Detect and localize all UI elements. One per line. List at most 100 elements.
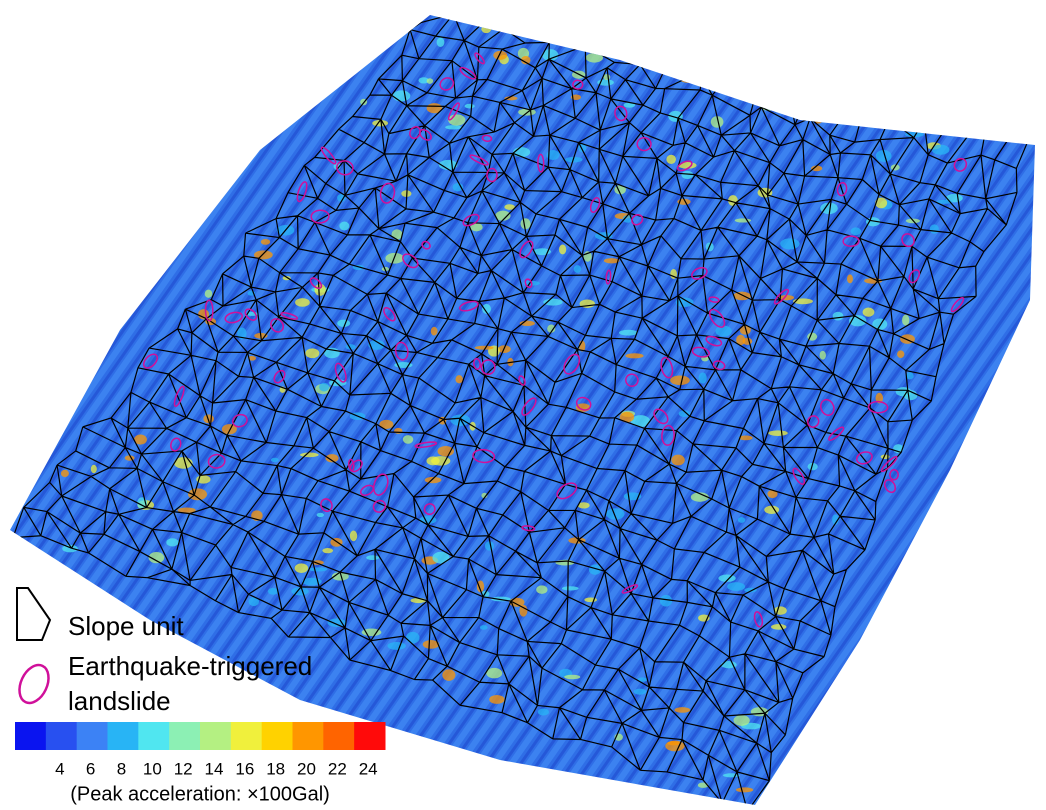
color-swatch [138, 722, 169, 750]
color-swatch [46, 722, 77, 750]
acceleration-spot [696, 75, 715, 82]
legend-label: Slope unit [68, 611, 184, 641]
acceleration-spot [538, 709, 549, 716]
acceleration-spot [634, 689, 646, 695]
color-swatch [262, 722, 293, 750]
slope-unit-icon [17, 588, 50, 640]
acceleration-spot [166, 538, 178, 546]
acceleration-spot [681, 78, 698, 83]
acceleration-spot [337, 320, 350, 327]
acceleration-spot [480, 625, 488, 630]
colorbar-label: (Peak acceleration: ×100Gal) [70, 783, 330, 805]
colorbar-tick-label: 8 [117, 759, 126, 778]
acceleration-spot [930, 224, 939, 233]
acceleration-spot [681, 171, 693, 179]
acceleration-spot [715, 326, 731, 337]
acceleration-spot [564, 675, 580, 680]
acceleration-spot [562, 586, 579, 590]
acceleration-spot [314, 284, 325, 296]
acceleration-spot [431, 327, 438, 336]
acceleration-spot [486, 668, 502, 678]
acceleration-spot [644, 60, 657, 66]
colorbar-tick-label: 10 [143, 759, 162, 778]
acceleration-spot [902, 315, 909, 326]
acceleration-spot [733, 715, 749, 726]
colorbar-tick-label: 4 [55, 759, 64, 778]
acceleration-spot [481, 25, 491, 33]
acceleration-spot [536, 585, 547, 593]
acceleration-spot [205, 290, 213, 298]
acceleration-spot [559, 244, 566, 254]
acceleration-spot [437, 38, 445, 47]
acceleration-spot [425, 477, 442, 483]
acceleration-spot [300, 453, 319, 458]
color-swatch [108, 722, 139, 750]
acceleration-spot [261, 239, 270, 245]
acceleration-spot [309, 567, 328, 571]
color-swatch [169, 722, 200, 750]
color-swatch [77, 722, 108, 750]
acceleration-spot [819, 351, 825, 360]
acceleration-spot [317, 513, 324, 517]
acceleration-spot [738, 517, 745, 523]
acceleration-spot [319, 383, 329, 392]
acceleration-spot [445, 125, 461, 129]
acceleration-spot [513, 147, 530, 157]
acceleration-spot [543, 299, 562, 306]
acceleration-spot [455, 375, 462, 383]
acceleration-spot [406, 632, 420, 644]
acceleration-spot [742, 338, 752, 345]
acceleration-spot [392, 229, 403, 239]
acceleration-spot [699, 372, 707, 383]
legend-label: landslide [68, 686, 171, 716]
acceleration-spot [438, 446, 454, 456]
acceleration-spot [851, 227, 861, 235]
acceleration-spot [676, 298, 694, 308]
acceleration-spot [847, 274, 853, 283]
landslide-icon [14, 660, 54, 707]
acceleration-spot [350, 530, 357, 541]
acceleration-spot [833, 312, 844, 321]
acceleration-spot [675, 707, 691, 713]
acceleration-spot [906, 372, 914, 379]
acceleration-spot [387, 642, 405, 650]
acceleration-spot [671, 455, 684, 466]
acceleration-spot [670, 375, 690, 385]
color-swatch [354, 722, 385, 750]
acceleration-spot [586, 53, 603, 63]
color-swatch [15, 722, 46, 750]
colorbar-tick-label: 6 [86, 759, 95, 778]
acceleration-spot [322, 548, 333, 553]
acceleration-spot [366, 555, 379, 560]
acceleration-spot [774, 606, 787, 614]
acceleration-spot [667, 741, 680, 745]
acceleration-spot [91, 465, 97, 473]
landslide-outline [700, 74, 711, 87]
acceleration-spot [863, 308, 875, 317]
acceleration-spot [465, 104, 475, 109]
colorbar-tick-label: 24 [359, 759, 378, 778]
acceleration-spot [625, 353, 643, 358]
acceleration-spot [489, 695, 504, 704]
colorbar-tick-label: 20 [297, 759, 316, 778]
acceleration-spot [453, 183, 464, 191]
colorbar-tick-label: 22 [328, 759, 347, 778]
acceleration-spot [768, 430, 787, 436]
acceleration-spot [736, 787, 753, 792]
acceleration-spot [271, 458, 279, 462]
acceleration-spot [780, 238, 799, 249]
color-swatch [231, 722, 262, 750]
acceleration-spot [403, 435, 413, 444]
acceleration-spot [727, 582, 745, 591]
acceleration-spot [619, 330, 638, 336]
acceleration-spot [295, 563, 309, 573]
color-swatch [293, 722, 324, 750]
legend-label: Earthquake-triggered [68, 651, 312, 681]
acceleration-spot [733, 292, 750, 301]
acceleration-spot [393, 90, 411, 101]
acceleration-spot [771, 624, 786, 630]
acceleration-spot [61, 470, 69, 477]
colorbar-tick-label: 18 [266, 759, 285, 778]
color-swatch [323, 722, 354, 750]
